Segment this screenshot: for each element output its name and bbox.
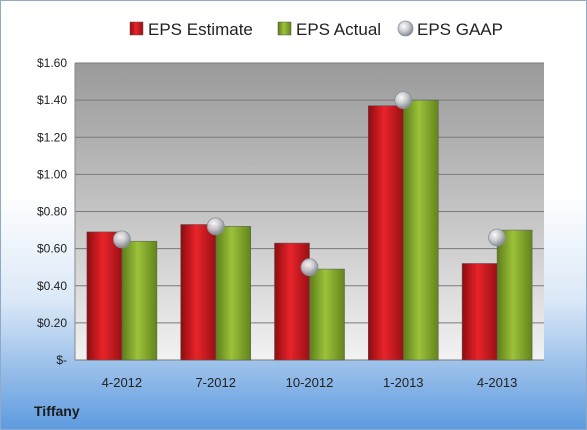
- bar-eps-actual: [121, 240, 158, 361]
- y-tick-label: $-: [56, 353, 67, 367]
- bar-eps-actual: [403, 99, 439, 361]
- y-tick-label: $1.20: [37, 130, 67, 144]
- marker-eps-gaap: [488, 228, 507, 247]
- company-label: Tiffany: [34, 403, 80, 419]
- y-tick-label: $1.00: [37, 167, 67, 181]
- x-tick-label: 1-2013: [383, 375, 423, 390]
- legend-label-eps-estimate: EPS Estimate: [148, 20, 253, 39]
- bar-eps-estimate: [461, 263, 498, 361]
- marker-eps-gaap: [113, 230, 131, 249]
- y-tick-label: $0.60: [37, 242, 67, 256]
- legend-swatch-eps-actual: [277, 21, 292, 36]
- marker-eps-gaap: [206, 217, 225, 236]
- x-tick-label: 4-2012: [102, 375, 142, 390]
- y-tick-label: $1.60: [37, 56, 67, 70]
- marker-eps-gaap: [300, 258, 319, 277]
- bar-eps-actual: [309, 268, 345, 361]
- marker-eps-gaap: [394, 91, 413, 110]
- legend-label-eps-gaap: EPS GAAP: [417, 20, 503, 39]
- x-tick-label: 10-2012: [286, 375, 334, 390]
- legend-swatch-eps-estimate: [129, 21, 144, 36]
- y-tick-label: $1.40: [37, 93, 67, 107]
- x-tick-label: 4-2013: [477, 375, 517, 390]
- bar-eps-estimate: [86, 231, 123, 361]
- bar-eps-actual: [215, 226, 251, 361]
- legend-label-eps-actual: EPS Actual: [296, 20, 381, 39]
- x-tick-label: 7-2012: [195, 375, 235, 390]
- y-tick-label: $0.40: [37, 279, 67, 293]
- y-tick-label: $0.80: [37, 205, 67, 219]
- bar-eps-estimate: [180, 224, 216, 361]
- bar-eps-actual: [496, 229, 533, 361]
- y-tick-label: $0.20: [37, 316, 67, 330]
- bar-eps-estimate: [368, 105, 404, 361]
- legend-swatch-eps-gaap: [397, 20, 414, 37]
